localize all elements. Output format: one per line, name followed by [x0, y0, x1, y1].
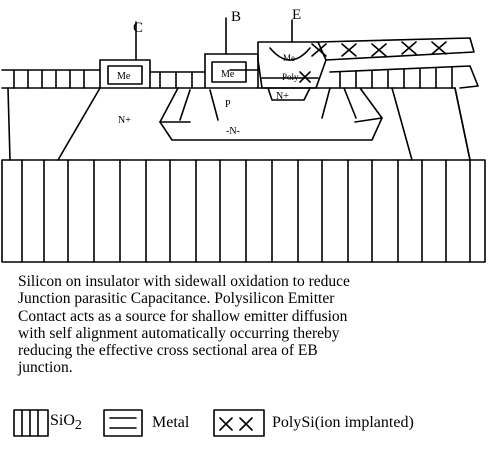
terminal-c-label: C: [133, 20, 143, 36]
legend-metal-icon: [103, 409, 143, 437]
silicon-layer: [1, 65, 479, 161]
legend-polysi-label: PolySi(ion implanted): [272, 414, 414, 431]
polysi-strip: [311, 37, 475, 61]
legend-metal-label: Metal: [152, 414, 190, 431]
caption-line: reducing the effective cross sectional a…: [18, 342, 318, 360]
legend-polysi-icon: [213, 409, 265, 437]
buried-region-label: -N-: [226, 126, 240, 137]
oxide-substrate: [1, 159, 486, 263]
caption-line: Contact acts as a source for shallow emi…: [18, 307, 348, 325]
caption-line: Junction parasitic Capacitance. Polysili…: [18, 290, 335, 308]
caption-line: with self alignment automatically occurr…: [18, 324, 340, 342]
legend-sio2-icon: [13, 409, 49, 437]
caption: Silicon on insulator with sidewall oxida…: [18, 273, 483, 377]
legend-sio2-label: SiO2: [50, 412, 82, 434]
terminal-b-label: B: [231, 9, 241, 25]
caption-line: junction.: [18, 359, 73, 377]
collector-region-label: N+: [118, 115, 131, 126]
terminal-e-label: E: [292, 7, 301, 23]
emitter-metal-label: Me: [283, 53, 295, 63]
collector-contact: [99, 21, 151, 89]
base-region-label: P: [225, 99, 231, 110]
emitter-region-label: N+: [276, 91, 289, 102]
emitter-contact: [257, 19, 327, 101]
collector-metal-label: Me: [117, 71, 131, 82]
caption-line: Silicon on insulator with sidewall oxida…: [18, 273, 350, 290]
poly-label: Poly: [282, 72, 299, 82]
base-metal-label: Me: [221, 69, 235, 80]
